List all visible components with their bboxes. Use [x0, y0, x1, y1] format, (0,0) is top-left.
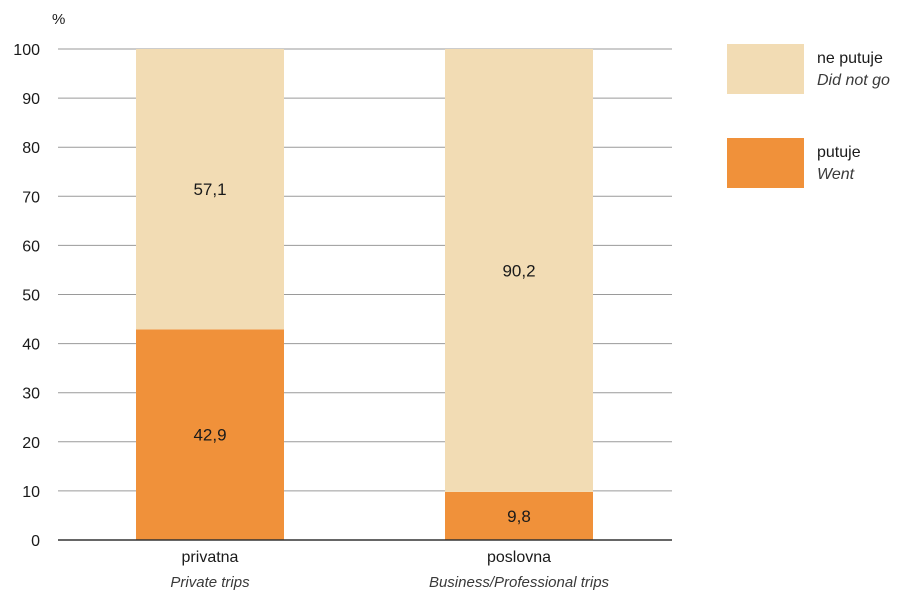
legend-sublabel: Went [817, 166, 855, 183]
legend-item-did-not-go: ne putuje Did not go [727, 44, 907, 94]
category-sublabel: Private trips [170, 574, 250, 591]
legend: ne putuje Did not go putuje Went [727, 44, 907, 232]
y-tick-label: 80 [22, 140, 40, 157]
y-axis-ticks: 0 10 20 30 40 50 60 70 80 90 100 [13, 42, 40, 550]
legend-label: putuje [817, 144, 861, 161]
category-sublabel: Business/Professional trips [429, 574, 610, 591]
y-tick-label: 70 [22, 189, 40, 206]
bar-segment [136, 49, 284, 330]
y-tick-label: 100 [13, 42, 40, 59]
data-label: 90,2 [502, 261, 535, 280]
legend-swatch-went [727, 138, 804, 188]
bar-segment [445, 49, 593, 492]
legend-item-went: putuje Went [727, 138, 907, 188]
y-tick-label: 0 [31, 533, 40, 550]
data-label: 57,1 [193, 180, 226, 199]
y-tick-label: 60 [22, 238, 40, 255]
legend-sublabel: Did not go [817, 72, 890, 89]
y-axis-unit-label: % [52, 11, 65, 28]
bars: 42,9 57,1 9,8 90,2 [136, 49, 593, 540]
bar-segment [445, 491, 593, 540]
y-tick-label: 10 [22, 484, 40, 501]
y-tick-label: 40 [22, 337, 40, 354]
x-axis-categories: privatna Private trips poslovna Business/Pr… [170, 549, 609, 591]
legend-swatch-did-not-go [727, 44, 804, 94]
bar-segment [136, 329, 284, 540]
y-tick-label: 30 [22, 386, 40, 403]
data-label: 42,9 [193, 426, 226, 445]
category-label: poslovna [487, 549, 551, 566]
y-tick-label: 50 [22, 288, 40, 305]
data-label: 9,8 [507, 507, 531, 526]
y-tick-label: 90 [22, 91, 40, 108]
y-tick-label: 20 [22, 435, 40, 452]
legend-label: ne putuje [817, 50, 883, 67]
category-label: privatna [182, 549, 239, 566]
